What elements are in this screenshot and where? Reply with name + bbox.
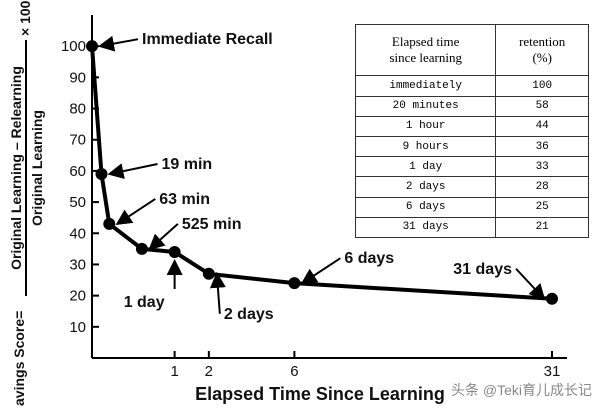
header-text: (%)	[532, 50, 552, 66]
cell: 33	[495, 156, 589, 178]
retention-table: Elapsed time since learning retention (%) im…	[354, 23, 589, 239]
cell: immediately	[354, 75, 497, 97]
cell: 6 days	[354, 196, 497, 218]
row: 2 days 28	[354, 176, 589, 198]
header-text: retention	[519, 34, 566, 50]
y-tick-label: 100	[61, 38, 86, 55]
cell: 1 hour	[354, 115, 497, 137]
cell: 20 minutes	[354, 95, 497, 117]
point	[546, 292, 558, 305]
y-label-suffix: × 100	[17, 0, 33, 36]
y-tick-label: 90	[69, 69, 86, 86]
annotation-arrow	[148, 223, 179, 251]
curve	[90, 46, 553, 301]
cell: 58	[495, 95, 589, 117]
annotation: 2 days	[224, 306, 274, 323]
header-row: Elapsed time since learning retention (%)	[354, 23, 589, 77]
point	[103, 217, 116, 230]
watermark: 头条 @Teki育儿成长记	[451, 382, 592, 398]
cell: 36	[495, 135, 589, 158]
y-label-prefix: avings Score=	[11, 311, 27, 406]
row: 6 days 25	[354, 196, 589, 218]
cell: 1 day	[354, 156, 497, 178]
x-tick-label: 31	[544, 363, 561, 380]
annotation: 1 day	[124, 294, 165, 311]
y-label-numerator: Original Learning – Relearning	[8, 66, 24, 270]
annotation: 6 days	[344, 250, 394, 267]
header-cell: Elapsed time since learning	[354, 23, 497, 77]
point	[288, 277, 301, 290]
annotation: 63 min	[159, 191, 210, 208]
y-axis-label: avings Score= Original Learning – Relear…	[8, 0, 45, 406]
annotation: Immediate Recall	[142, 31, 273, 48]
cell: 100	[495, 75, 589, 97]
x-tick-label: 6	[290, 363, 298, 380]
y-tick-label: 80	[69, 101, 86, 118]
annotation-arrow	[115, 198, 156, 226]
x-tick-label: 2	[205, 363, 213, 380]
y-tick-label: 20	[69, 288, 86, 305]
y-label-denominator: Original Learning	[29, 110, 45, 226]
row: immediately 100	[354, 75, 589, 97]
y-tick-label: 60	[69, 163, 86, 180]
annotation: 525 min	[182, 216, 242, 233]
cell: 2 days	[354, 176, 497, 198]
cell: 25	[495, 196, 589, 218]
x-axis-title: Elapsed Time Since Learning	[195, 384, 445, 404]
cell: 21	[495, 216, 589, 239]
annotation: 31 days	[453, 261, 512, 278]
annotation-arrow	[209, 271, 226, 314]
row: 20 minutes 58	[354, 95, 589, 117]
row: 1 hour 44	[354, 115, 589, 137]
header-text: since learning	[389, 50, 462, 66]
point	[86, 40, 98, 53]
annotation-arrow	[300, 257, 341, 285]
point	[135, 242, 148, 255]
cell: 28	[495, 176, 589, 198]
header-text: Elapsed time	[391, 34, 460, 50]
header-cell: retention (%)	[495, 23, 589, 77]
annotation-arrow	[107, 163, 158, 180]
annotation-arrow	[515, 268, 546, 301]
point	[168, 245, 181, 258]
row: 1 day 33	[354, 156, 589, 178]
y-tick-label: 50	[69, 194, 86, 211]
annotation: 19 min	[161, 156, 212, 173]
y-tick-label: 10	[69, 319, 86, 336]
point	[202, 267, 215, 280]
annotation-arrow	[98, 35, 139, 52]
row: 31 days 21	[354, 216, 589, 239]
cell: 44	[495, 115, 589, 137]
cell: 31 days	[354, 216, 497, 239]
y-tick-label: 30	[69, 256, 86, 273]
x-tick-label: 1	[170, 363, 178, 380]
y-tick-label: 40	[69, 225, 86, 242]
point	[95, 168, 108, 181]
y-tick-label: 70	[69, 132, 86, 149]
row: 9 hours 36	[354, 135, 589, 158]
cell: 9 hours	[354, 135, 497, 158]
